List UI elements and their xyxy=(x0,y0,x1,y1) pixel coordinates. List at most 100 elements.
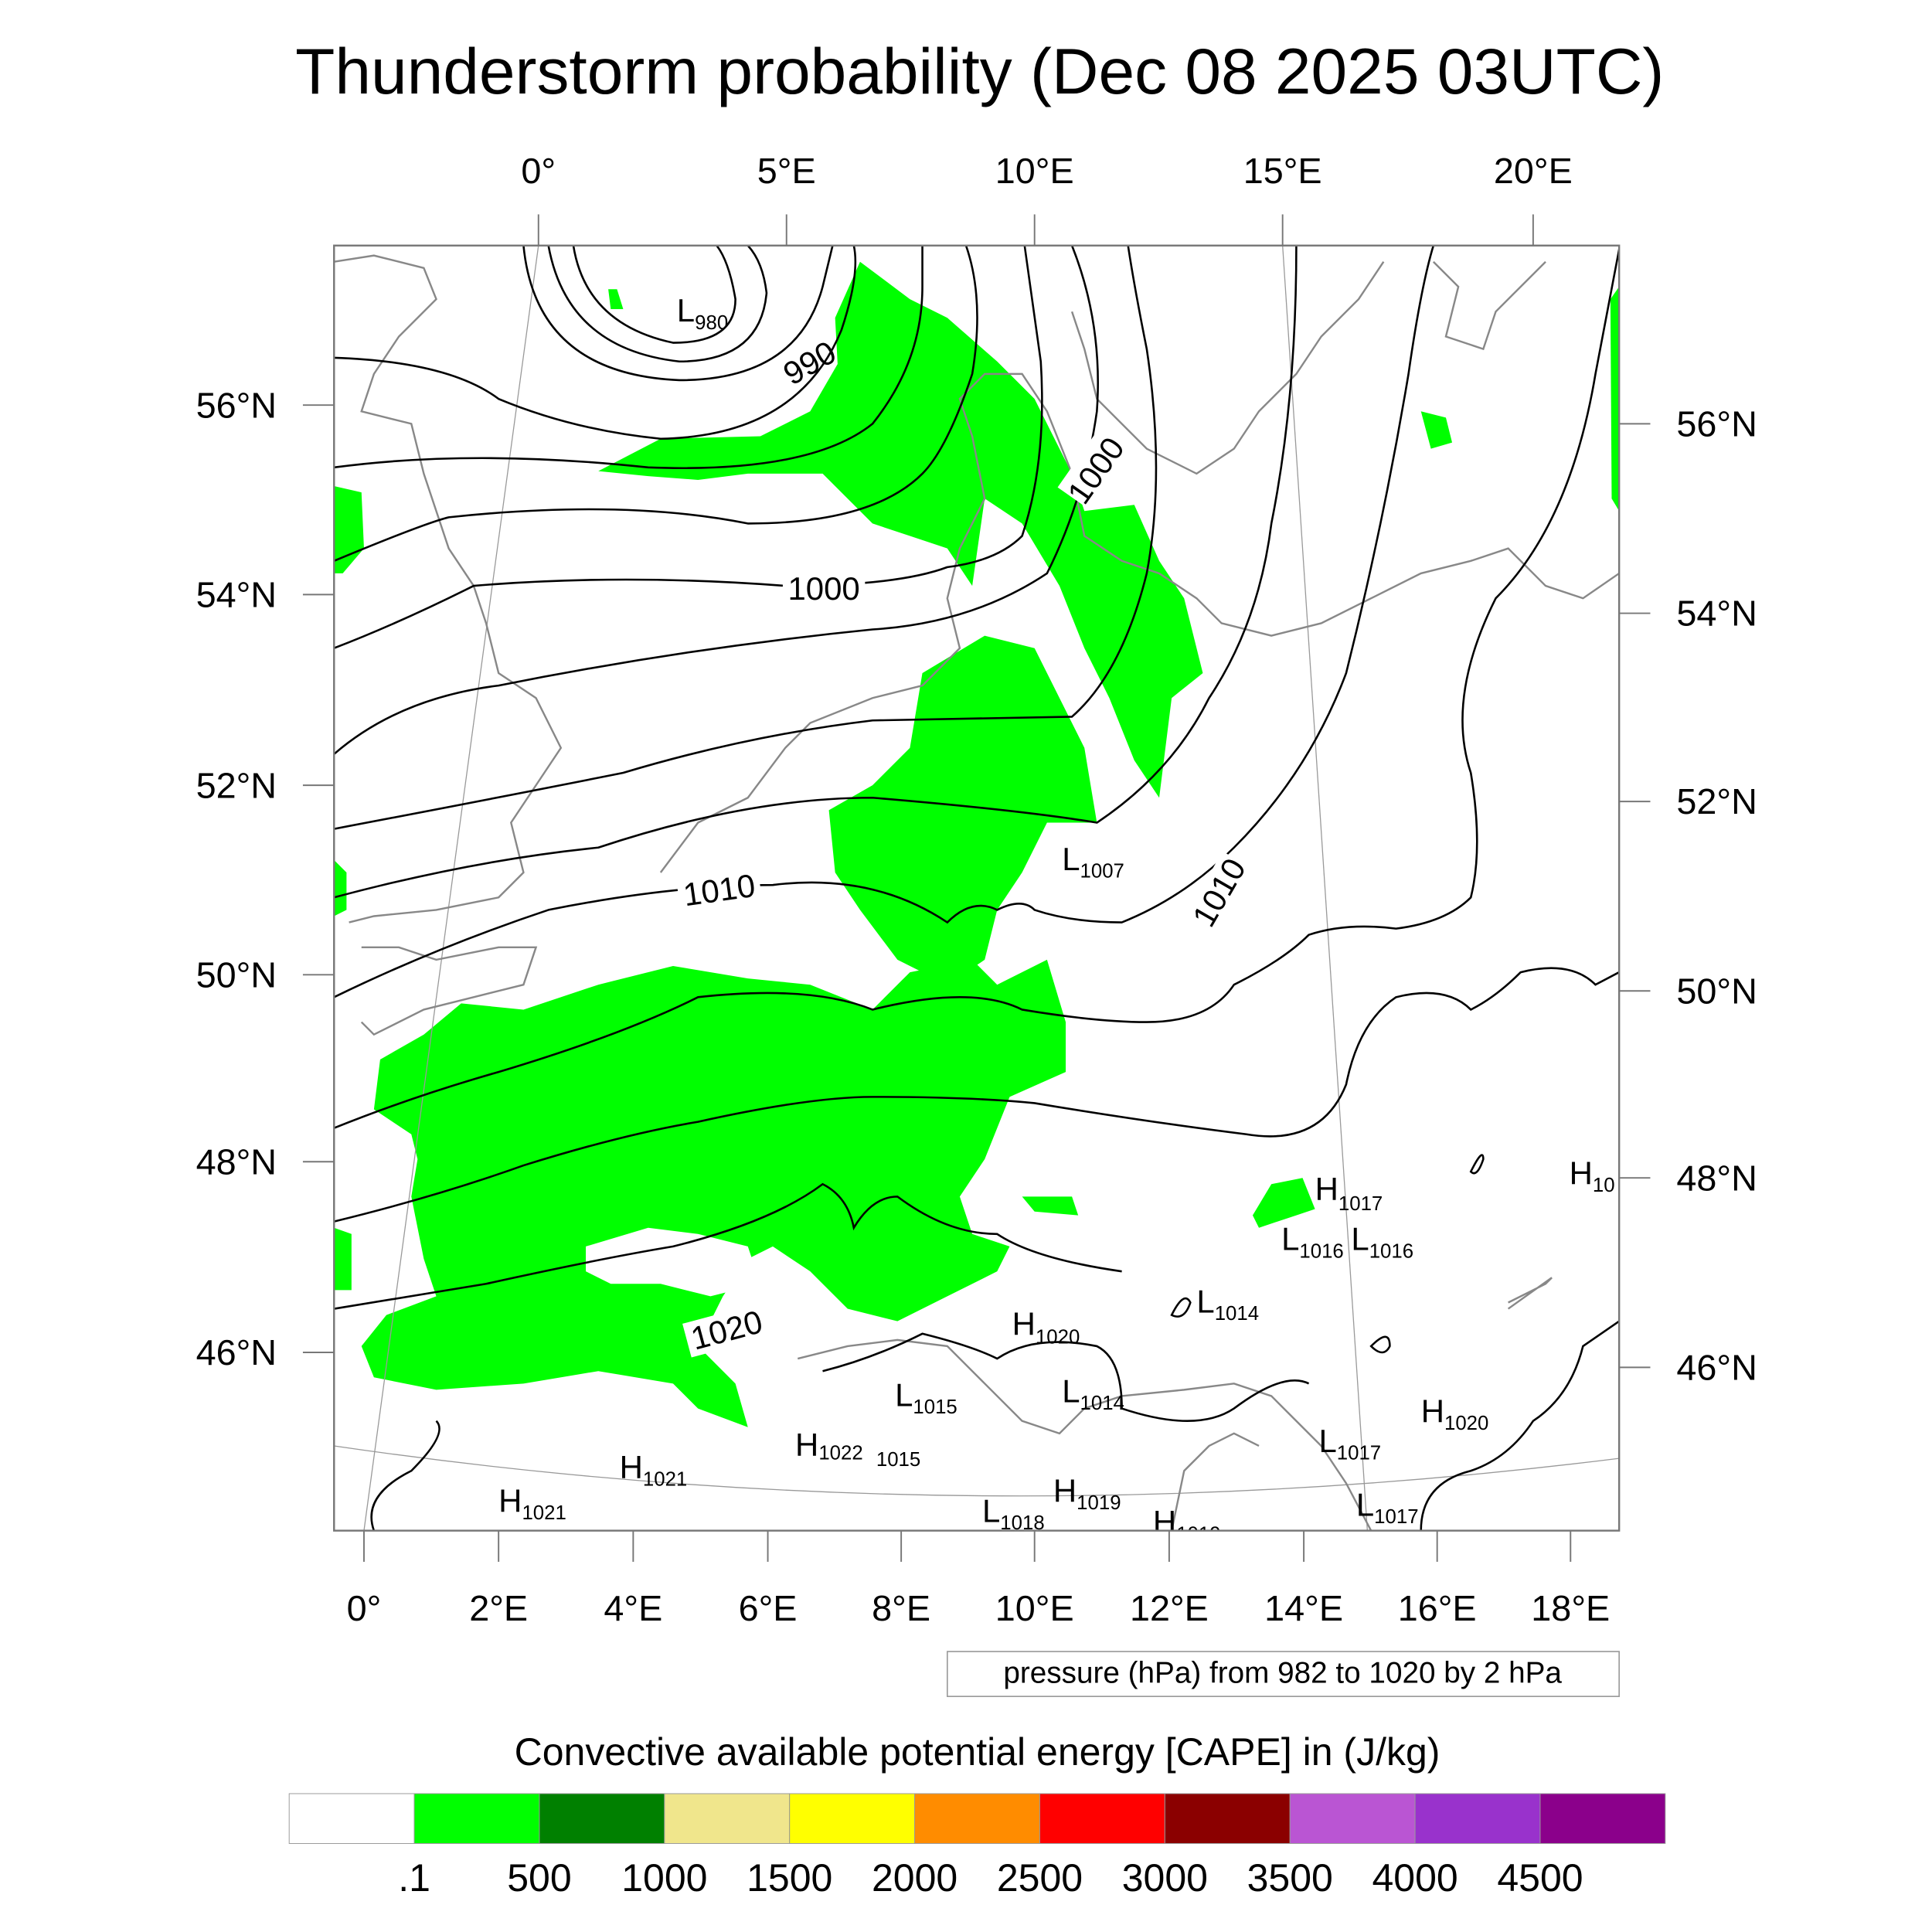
colorbar-title: Convective available potential energy [C… xyxy=(515,1730,1440,1774)
colorbar-label: 4500 xyxy=(1497,1856,1583,1900)
lat-label: 50°N xyxy=(196,954,277,995)
lon-label: 18°E xyxy=(1531,1588,1610,1628)
colorbar-label: 500 xyxy=(507,1856,571,1900)
pressure-center: L1017 xyxy=(1356,1486,1419,1528)
colorbar-swatch xyxy=(1414,1793,1541,1844)
colorbar-swatch xyxy=(914,1793,1040,1844)
colorbar-swatch xyxy=(539,1793,665,1844)
colorbar-label: 2000 xyxy=(872,1856,957,1900)
pressure-center: H1017 xyxy=(1315,1171,1383,1215)
tick-marks xyxy=(302,214,1651,1562)
top-longitude-labels: 0° 5°E 10°E 15°E 20°E xyxy=(521,151,1572,191)
colorbar-swatch xyxy=(1539,1793,1666,1844)
colorbar-swatch xyxy=(1289,1793,1416,1844)
lat-label: 46°N xyxy=(196,1332,277,1372)
pressure-center: L1018 xyxy=(982,1492,1045,1534)
colorbar-swatch xyxy=(1164,1793,1291,1844)
svg-text:L1016: L1016 xyxy=(1281,1221,1344,1263)
lat-label: 48°N xyxy=(196,1141,277,1182)
contour-info-box: pressure (hPa) from 982 to 1020 by 2 hPa xyxy=(946,1651,1620,1697)
colorbar-label: 1000 xyxy=(621,1856,707,1900)
pressure-center: H1020 xyxy=(1012,1305,1080,1348)
colorbar-swatch xyxy=(1039,1793,1165,1844)
colorbar-label: 1500 xyxy=(747,1856,832,1900)
pressure-center: H1019 xyxy=(1053,1473,1121,1515)
bottom-longitude-labels: 0° 2°E 4°E 6°E 8°E 10°E 12°E 14°E 16°E 1… xyxy=(347,1588,1611,1628)
colorbar-label: 3500 xyxy=(1247,1856,1333,1900)
contour-label: 1000 xyxy=(787,570,859,607)
svg-text:L1017: L1017 xyxy=(1356,1486,1419,1528)
lat-label: 56°N xyxy=(196,385,277,425)
svg-text:H1021: H1021 xyxy=(620,1449,688,1491)
colorbar-label: 3000 xyxy=(1122,1856,1208,1900)
svg-text:L1014: L1014 xyxy=(1196,1283,1259,1325)
lat-label: 46°N xyxy=(1676,1347,1757,1387)
colorbar-swatch xyxy=(413,1793,540,1844)
lon-label: 0° xyxy=(521,151,556,191)
contour-label: 1010 xyxy=(681,867,757,913)
colorbar-label: .1 xyxy=(398,1856,430,1900)
map-frame xyxy=(333,244,1621,1532)
colorbar-swatch xyxy=(664,1793,791,1844)
pressure-center: H10 xyxy=(1570,1155,1615,1196)
colorbar-label: 4000 xyxy=(1372,1856,1458,1900)
svg-text:1015: 1015 xyxy=(876,1449,920,1471)
pressure-center: L1007 xyxy=(1062,841,1124,883)
pressure-center: L1016 xyxy=(1351,1221,1413,1263)
lon-label: 0° xyxy=(347,1588,382,1628)
right-latitude-labels: 56°N 54°N 52°N 50°N 48°N 46°N xyxy=(1676,404,1757,1388)
lat-label: 54°N xyxy=(1676,594,1757,634)
svg-text:H1020: H1020 xyxy=(1421,1393,1489,1434)
pressure-center: L1017 xyxy=(1318,1423,1381,1464)
lat-label: 48°N xyxy=(1676,1158,1757,1198)
lon-label: 10°E xyxy=(995,1588,1074,1628)
colorbar-labels: .1 500 1000 1500 2000 2500 3000 3500 4000 4500 xyxy=(398,1856,1583,1900)
contour-info-text: pressure (hPa) from 982 to 1020 by 2 hPa xyxy=(1003,1656,1562,1689)
colorbar-boxes xyxy=(288,1793,1666,1844)
svg-text:H1021: H1021 xyxy=(498,1482,566,1524)
svg-text:L1016: L1016 xyxy=(1351,1221,1413,1263)
lon-label: 10°E xyxy=(995,151,1074,191)
pressure-center: L1015 xyxy=(895,1376,957,1418)
graticule xyxy=(334,245,1620,1531)
map-panel: 990 1000 1000 1010 1010 1020 L980 L1007 … xyxy=(196,151,1757,1628)
colorbar-swatch xyxy=(789,1793,916,1844)
svg-text:H10: H10 xyxy=(1570,1155,1615,1196)
lon-label: 6°E xyxy=(739,1588,798,1628)
svg-text:L1018: L1018 xyxy=(982,1492,1045,1534)
svg-text:H1017: H1017 xyxy=(1315,1171,1383,1215)
lon-label: 16°E xyxy=(1398,1588,1477,1628)
figure-title: Thunderstorm probability (Dec 08 2025 03… xyxy=(295,35,1664,107)
pressure-center: H1021 xyxy=(620,1449,688,1491)
lon-label: 4°E xyxy=(604,1588,662,1628)
svg-text:H1019: H1019 xyxy=(1053,1473,1121,1515)
lon-label: 12°E xyxy=(1130,1588,1209,1628)
svg-text:L980: L980 xyxy=(677,292,728,334)
pressure-center: H1020 xyxy=(1421,1393,1489,1434)
svg-text:H1022: H1022 xyxy=(795,1427,863,1464)
pressure-center: L1014 xyxy=(1196,1283,1259,1325)
left-latitude-labels: 56°N 54°N 52°N 50°N 48°N 46°N xyxy=(196,385,277,1372)
coastlines xyxy=(334,254,1620,1531)
svg-text:L1015: L1015 xyxy=(895,1376,957,1418)
lon-label: 14°E xyxy=(1264,1588,1343,1628)
pressure-center: H1021 xyxy=(498,1482,566,1524)
colorbar-swatch xyxy=(288,1793,415,1844)
lon-label: 2°E xyxy=(469,1588,528,1628)
colorbar: Convective available potential energy [C… xyxy=(288,1730,1666,1900)
svg-text:H1020: H1020 xyxy=(1012,1305,1080,1348)
svg-text:H1019: H1019 xyxy=(1153,1504,1221,1546)
pressure-center: L980 xyxy=(677,292,728,334)
pressure-center: L1014 xyxy=(1062,1373,1124,1415)
lat-label: 52°N xyxy=(196,765,277,805)
lat-label: 50°N xyxy=(1676,971,1757,1011)
svg-text:L1017: L1017 xyxy=(1318,1423,1381,1464)
lat-label: 54°N xyxy=(196,574,277,614)
pressure-center: H1019 xyxy=(1153,1504,1221,1546)
lon-label: 5°E xyxy=(757,151,816,191)
lon-label: 15°E xyxy=(1243,151,1322,191)
svg-text:L1007: L1007 xyxy=(1062,841,1124,883)
pressure-center: L1016 xyxy=(1281,1221,1344,1263)
pressure-center: H1022 xyxy=(795,1427,863,1464)
